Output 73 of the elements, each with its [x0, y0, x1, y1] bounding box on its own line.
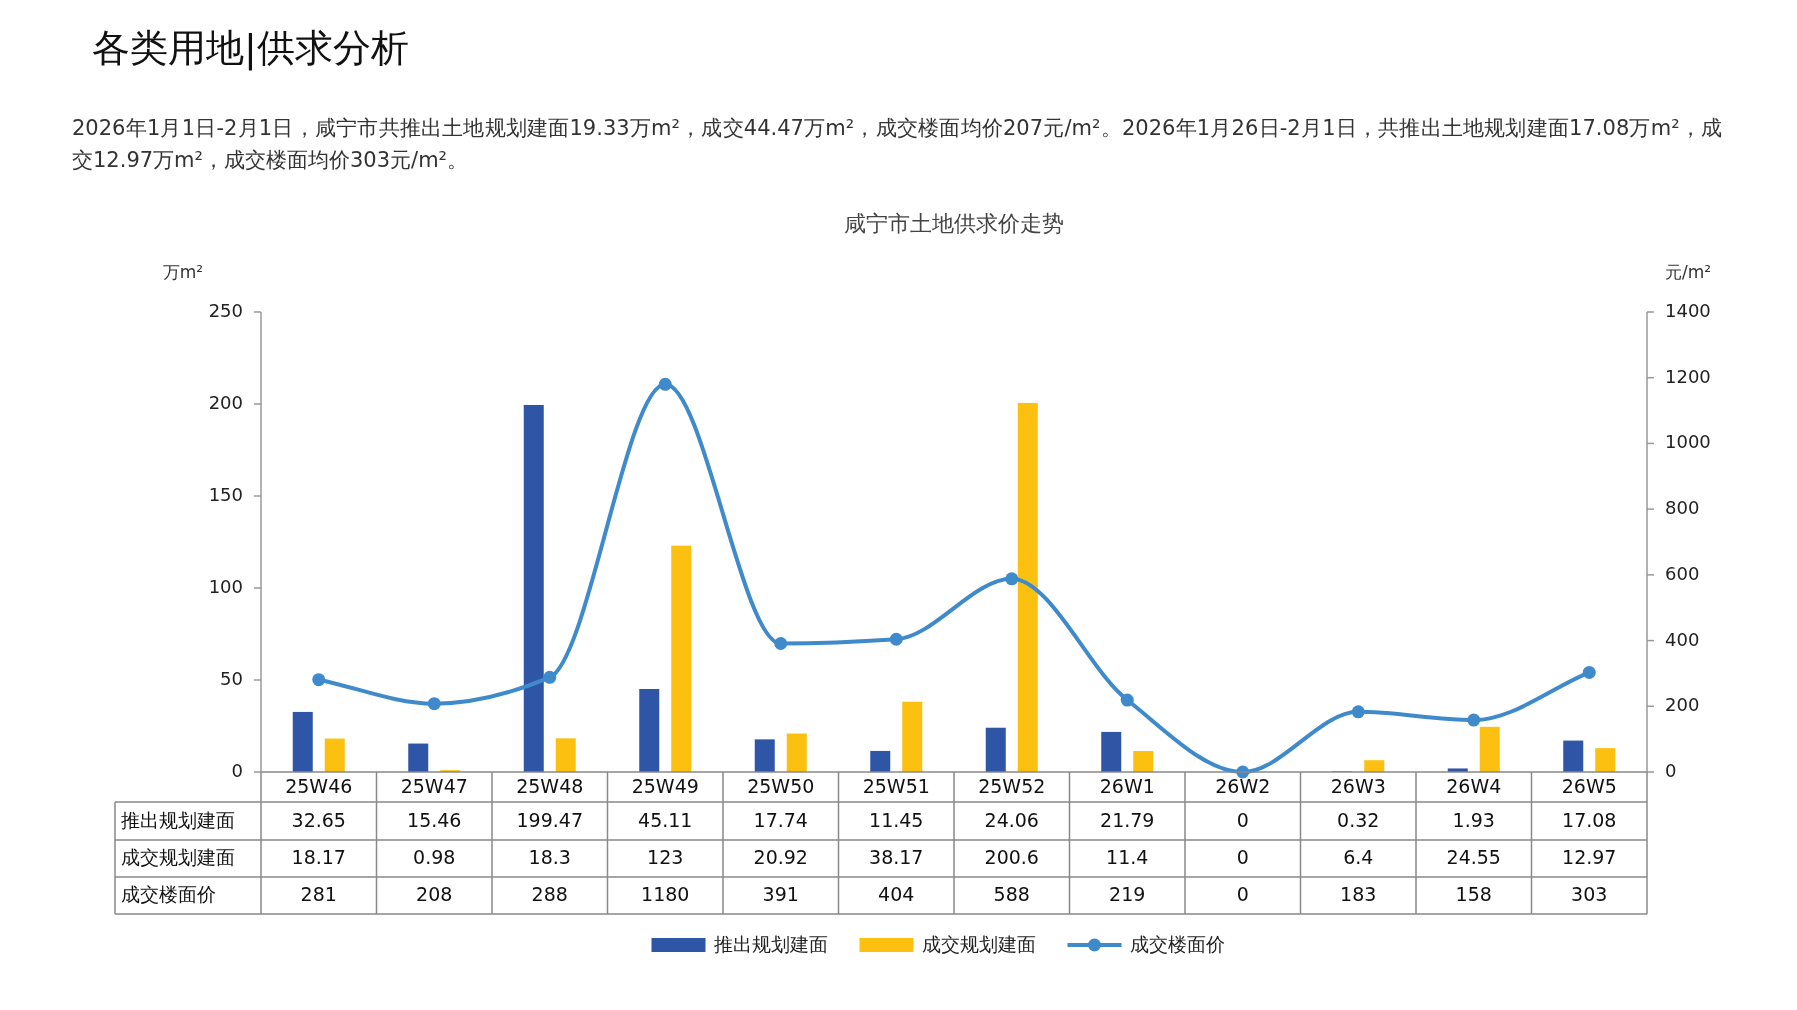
data-label: 18.3: [528, 846, 571, 868]
x-tick-label: 25W49: [631, 774, 699, 797]
data-label: 404: [878, 883, 915, 905]
text: 2026年1月1日-2月1日，咸宁市共推出土地规划建面19.33万m²，成交44.47万m²，成交楼面均价207元/m²。2026年1月26日-2月1日，共推出土地规划建面17.08万m²，成交12.97万m²，成交楼面均价303元/m²。: [72, 115, 1722, 174]
y-axis-title: 万m²: [162, 262, 204, 282]
data-label: 1.93: [1452, 808, 1495, 831]
y2-tick-label: 200: [1665, 694, 1700, 716]
y-tick-label: 150: [208, 484, 243, 505]
y-tick-label: 200: [208, 392, 243, 413]
y2-tick-label: 800: [1665, 497, 1700, 519]
x-tick-label: 26W5: [1561, 774, 1617, 797]
data-label: 123: [647, 846, 684, 868]
data-label: 219: [1109, 883, 1146, 905]
data-label: 288: [531, 883, 568, 905]
x-tick-label: 26W3: [1330, 774, 1386, 797]
data-label: 15.46: [407, 808, 462, 831]
data-label: 11.45: [869, 808, 924, 831]
data-label: 24.55: [1446, 846, 1501, 868]
y-tick-label: 50: [220, 668, 243, 689]
data-label: 391: [762, 883, 799, 905]
y2-axis-title: 元/m²: [1664, 262, 1712, 282]
data-label: 1180: [641, 883, 690, 905]
data-label: 0: [1236, 883, 1249, 905]
data-label: 24.06: [984, 808, 1039, 831]
x-tick-label: 25W51: [862, 774, 930, 797]
data-label: 281: [300, 883, 337, 905]
data-label: 200.6: [984, 846, 1039, 868]
data-label: 38.17: [869, 846, 924, 868]
x-tick-label: 25W52: [978, 774, 1046, 797]
data-label: 158: [1455, 883, 1492, 905]
data-label: 0: [1236, 846, 1249, 868]
legend-label: 成交楼面价: [1129, 932, 1225, 955]
data-label: 0.98: [413, 846, 456, 868]
data-label: 208: [416, 883, 453, 905]
data-label: 588: [993, 883, 1030, 905]
y2-tick-label: 0: [1665, 760, 1677, 781]
chart-title: 咸宁市土地供求价走势: [844, 211, 1064, 236]
data-label: 17.74: [753, 808, 808, 831]
data-label: 6.4: [1343, 846, 1374, 868]
data-label: 45.11: [638, 808, 693, 831]
data-label: 32.65: [291, 808, 346, 831]
y2-tick-label: 1200: [1665, 365, 1711, 387]
x-tick-label: 26W2: [1215, 774, 1271, 797]
data-label: 21.79: [1100, 808, 1155, 831]
x-tick-label: 25W46: [285, 774, 353, 797]
y2-tick-label: 400: [1665, 628, 1700, 650]
data-label: 183: [1340, 883, 1377, 905]
legend-label: 成交规划建面: [921, 932, 1036, 955]
y-tick-label: 0: [231, 760, 243, 781]
y2-tick-label: 600: [1665, 562, 1700, 584]
data-label: 303: [1571, 883, 1608, 905]
data-label: 17.08: [1562, 808, 1617, 831]
x-tick-label: 25W48: [516, 774, 584, 797]
data-label: 11.4: [1106, 846, 1149, 868]
x-tick-label: 25W47: [400, 774, 468, 797]
text: 成交规划建面: [121, 846, 235, 868]
x-tick-label: 26W4: [1446, 774, 1502, 797]
text: 成交楼面价: [121, 883, 216, 905]
data-label: 20.92: [753, 846, 808, 868]
y2-tick-label: 1000: [1665, 431, 1711, 453]
data-label: 0: [1236, 808, 1249, 831]
text: 各类用地|供求分析: [92, 25, 409, 71]
data-label: 12.97: [1562, 846, 1617, 868]
data-label: 0.32: [1337, 808, 1380, 831]
data-label: 18.17: [291, 846, 346, 868]
legend-label: 推出规划建面: [713, 932, 828, 955]
x-tick-label: 25W50: [747, 774, 815, 797]
y-tick-label: 100: [208, 576, 243, 597]
y-tick-label: 250: [208, 300, 243, 321]
text: 推出规划建面: [121, 808, 235, 831]
data-label: 199.47: [516, 808, 583, 831]
x-tick-label: 26W1: [1099, 774, 1155, 797]
y2-tick-label: 1400: [1665, 300, 1711, 321]
